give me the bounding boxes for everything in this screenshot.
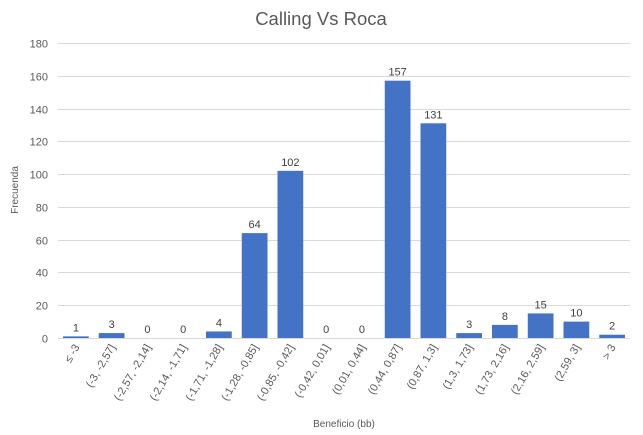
bar: [63, 336, 89, 338]
data-label: 157: [388, 67, 406, 79]
y-tick-label: 100: [30, 170, 48, 182]
x-tick-label: (1,73, 2,16]: [473, 343, 511, 397]
bar: [241, 233, 268, 338]
data-label: 0: [180, 324, 186, 336]
x-tick-label: (0,01, 0,44]: [330, 343, 368, 397]
bar: [206, 331, 232, 338]
x-tick-label: (0,44, 0,87]: [366, 343, 404, 397]
y-tick-label: 160: [30, 72, 48, 84]
y-tick-label: 40: [36, 268, 48, 280]
bar: [563, 321, 590, 338]
data-label: 1: [73, 322, 79, 334]
x-tick-label: (2,16, 2,59]: [509, 343, 547, 397]
x-axis-title: Beneficio (bb): [313, 419, 375, 430]
data-label: 3: [109, 319, 115, 331]
data-label: 8: [502, 311, 508, 323]
data-label: 0: [144, 324, 150, 336]
x-tick-label: (0,87, 1,3]: [405, 343, 440, 392]
y-tick-label: 180: [30, 39, 48, 51]
x-tick-label: (-1,28, -0,85]: [219, 343, 261, 404]
bar: [492, 324, 518, 338]
bar: [98, 333, 125, 338]
bar: [599, 334, 625, 338]
bars: [63, 80, 625, 338]
data-label: 131: [424, 109, 442, 121]
data-label: 0: [359, 324, 365, 336]
y-tick-label: 60: [36, 236, 48, 248]
x-tick-label: (-2,57, -2,14]: [112, 343, 154, 404]
data-label: 3: [466, 319, 472, 331]
y-tick-label: 120: [30, 137, 48, 149]
data-label: 0: [323, 324, 329, 336]
y-tick-label: 20: [36, 301, 48, 313]
bar: [277, 170, 304, 338]
x-tick-label: (1,3, 1,73]: [441, 343, 476, 392]
x-tick-label: (-0,42, 0,01]: [293, 343, 333, 400]
bar: [456, 333, 482, 338]
x-tick-label: > 3: [601, 343, 619, 363]
bar: [420, 123, 447, 338]
gridlines: [58, 43, 630, 306]
x-tick-label: (-0,85, -0,42]: [255, 343, 297, 404]
y-tick-label: 0: [42, 334, 48, 346]
x-tick-label: (2,59, 3]: [552, 343, 583, 384]
x-tick-label: ≤ -3: [63, 343, 83, 365]
bar: [384, 80, 411, 338]
data-label: 4: [216, 317, 222, 329]
bar: [527, 313, 554, 338]
x-tick-label: (-3, -2,57]: [84, 343, 118, 390]
y-tick-label: 140: [30, 105, 48, 117]
data-label: 15: [535, 299, 547, 311]
data-label: 102: [281, 157, 299, 169]
data-label: 64: [249, 219, 261, 231]
data-label: 2: [609, 321, 615, 333]
chart-title: Calling Vs Roca: [255, 8, 387, 29]
data-label: 10: [570, 308, 582, 320]
y-axis-ticks: 0 20 40 60 80 100 120 140 160 180: [30, 39, 48, 346]
y-axis-title: Frecuenda: [10, 166, 21, 214]
x-axis-ticks: ≤ -3 (-3, -2,57](-2,57, -2,14](-2,14, -1,…: [63, 343, 619, 404]
y-tick-label: 80: [36, 203, 48, 215]
x-tick-label: (-1,71, -1,28]: [184, 343, 226, 404]
x-tick-label: (-2,14, -1,71]: [148, 343, 190, 404]
